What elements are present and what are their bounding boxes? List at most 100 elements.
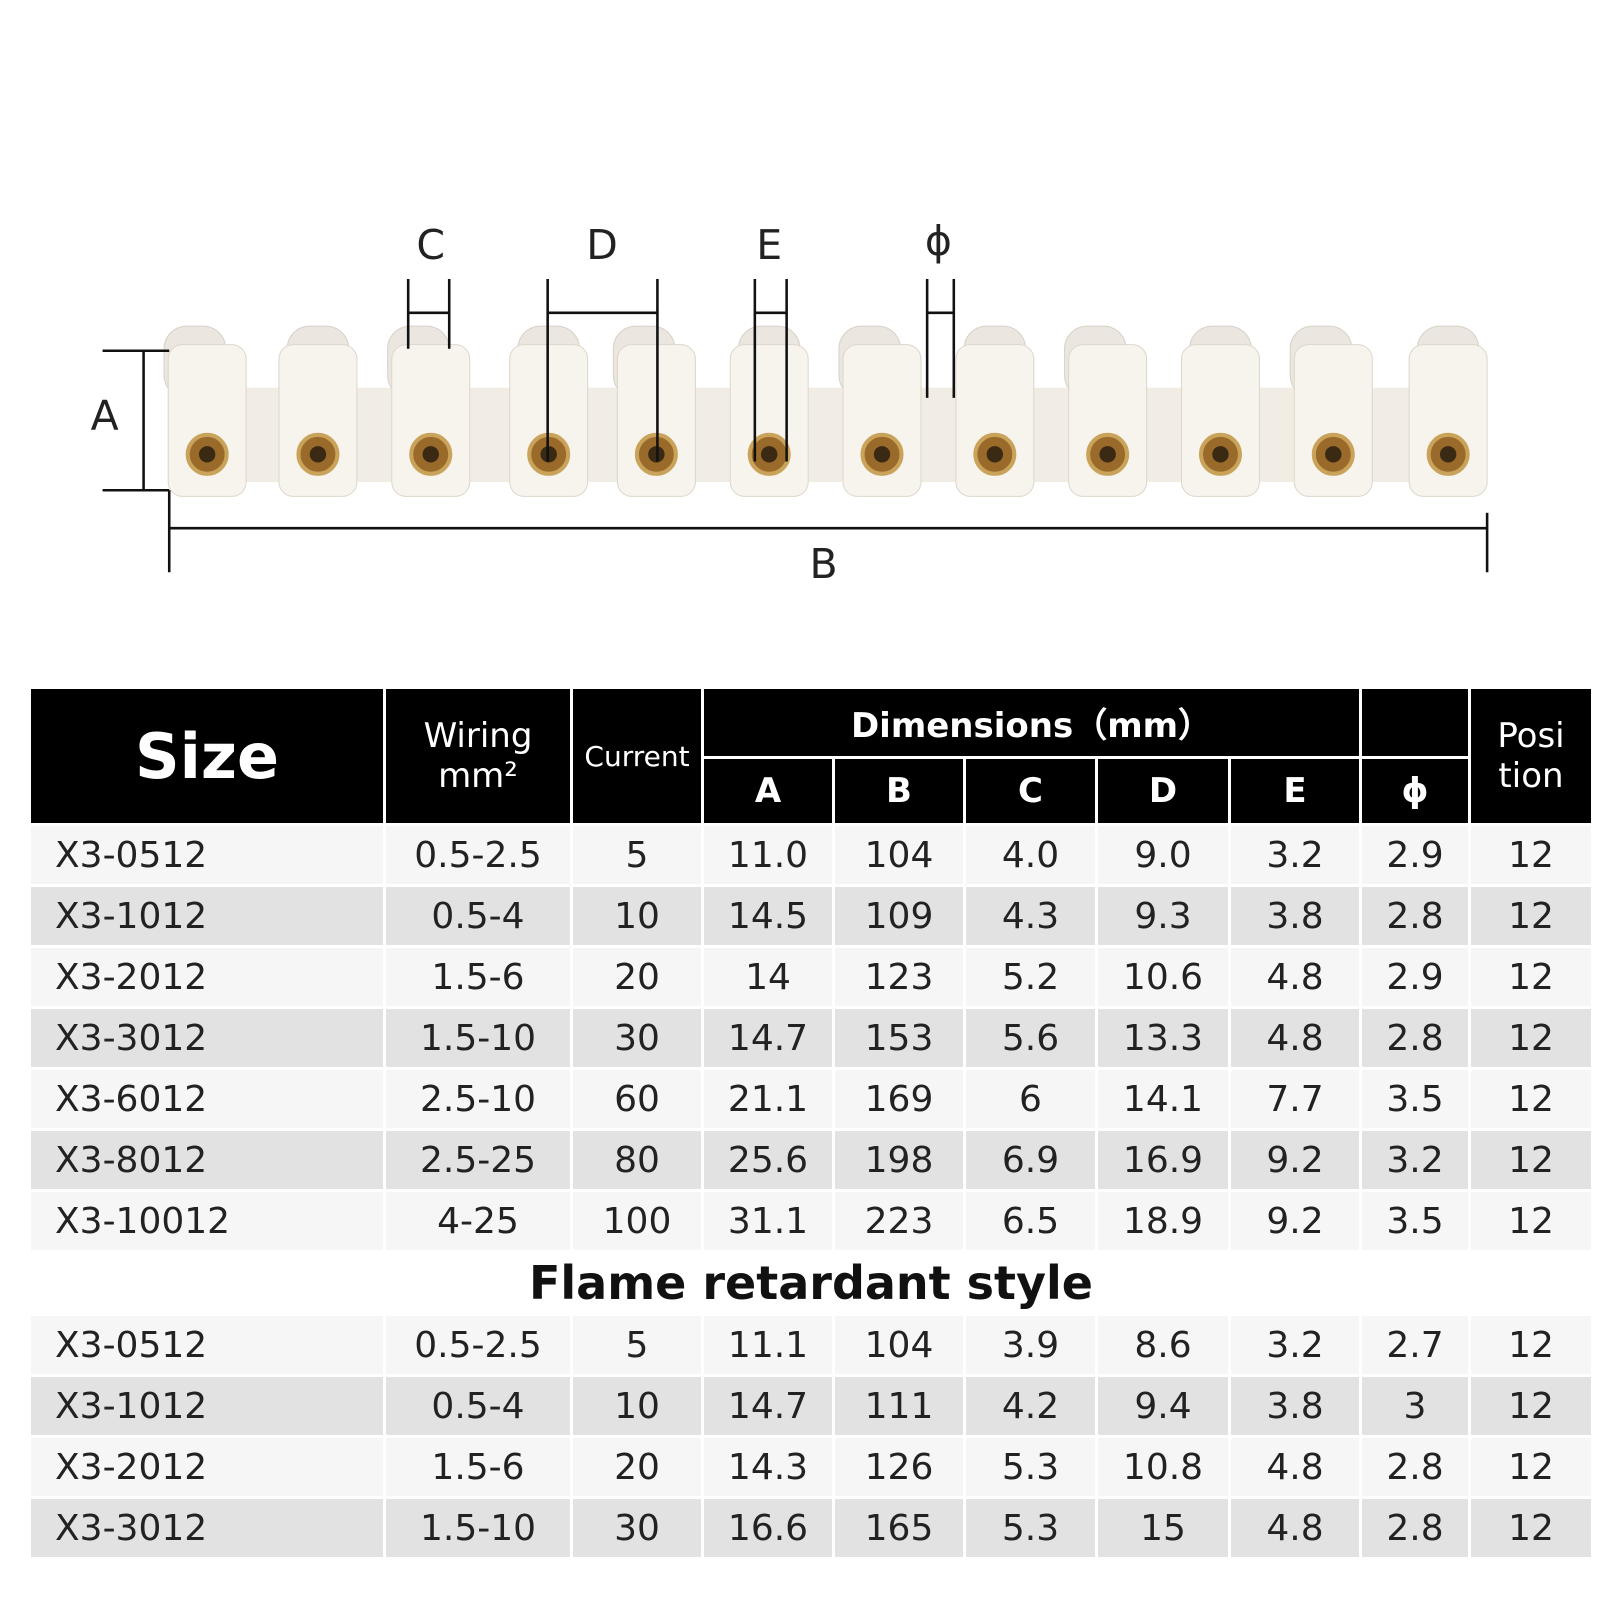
- screw-hole: [198, 446, 216, 463]
- table-cell: 6.5: [966, 1192, 1095, 1250]
- table-cell: 2.5-10: [386, 1070, 570, 1128]
- table-cell: 123: [835, 948, 963, 1006]
- table-row: X3-0512 0.5-2.5 5 11.1 104 3.9 8.6 3.2 2.7 12: [31, 1316, 1591, 1374]
- table-cell: 80: [573, 1131, 701, 1189]
- header-text: Posi: [1497, 716, 1565, 756]
- header-cell: C: [966, 759, 1095, 823]
- table-cell: 165: [835, 1499, 963, 1557]
- table-cell: X3-1012: [31, 1377, 383, 1435]
- table-cell: 9.3: [1098, 887, 1228, 945]
- header-cell: Size: [31, 689, 383, 823]
- table-cell: 0.5-2.5: [386, 826, 570, 884]
- dim-label: C: [416, 221, 445, 269]
- table-cell: 4.8: [1231, 1438, 1359, 1496]
- table-cell: 9.2: [1231, 1131, 1359, 1189]
- table-row: X3-8012 2.5-25 80 25.6 198 6.9 16.9 9.2 3.2 12: [31, 1131, 1591, 1189]
- table-cell: 12: [1471, 948, 1591, 1006]
- header-text: tion: [1498, 756, 1564, 796]
- table-cell: 9.2: [1231, 1192, 1359, 1250]
- table-cell: 3.5: [1362, 1192, 1468, 1250]
- terminal-diagram: A B C D E ϕ: [91, 217, 1489, 588]
- screw-hole: [986, 446, 1004, 463]
- table-row: X3-6012 2.5-10 60 21.1 169 6 14.1 7.7 3.5 12: [31, 1070, 1591, 1128]
- table-cell: 12: [1471, 826, 1591, 884]
- table-cell: 11.0: [704, 826, 832, 884]
- header-cell: A: [704, 759, 832, 823]
- screw-hole: [1212, 446, 1229, 463]
- table-row: X3-1012 0.5-4 10 14.7 111 4.2 9.4 3.8 3 12: [31, 1377, 1591, 1435]
- table-cell: X3-6012: [31, 1070, 383, 1128]
- table-row: X3-0512 0.5-2.5 5 11.0 104 4.0 9.0 3.2 2.9 12: [31, 826, 1591, 884]
- table-cell: X3-2012: [31, 1438, 383, 1496]
- header-cell: ϕ: [1362, 759, 1468, 823]
- table-cell: 5.2: [966, 948, 1095, 1006]
- table-cell: 12: [1471, 1316, 1591, 1374]
- table-row: X3-3012 1.5-10 30 16.6 165 5.3 15 4.8 2.8 12: [31, 1499, 1591, 1557]
- dimension-lines: [102, 278, 1489, 573]
- table-cell: 2.8: [1362, 1499, 1468, 1557]
- table-cell: 12: [1471, 887, 1591, 945]
- header-text: Wiring: [423, 716, 533, 756]
- table-cell: 12: [1471, 1070, 1591, 1128]
- table-cell: 14: [704, 948, 832, 1006]
- table-cell: 5.3: [966, 1438, 1095, 1496]
- header-cell: D: [1098, 759, 1228, 823]
- table-cell: 111: [835, 1377, 963, 1435]
- dim-label: D: [586, 221, 618, 269]
- section-row: Flame retardant style: [31, 1253, 1591, 1313]
- table-cell: 2.9: [1362, 948, 1468, 1006]
- screw-hole: [1099, 446, 1116, 463]
- table-cell: 2.9: [1362, 826, 1468, 884]
- dim-label: A: [91, 391, 119, 439]
- table-cell: 3.2: [1362, 1131, 1468, 1189]
- table-cell: 1.5-6: [386, 948, 570, 1006]
- table-cell: 4.2: [966, 1377, 1095, 1435]
- table-cell: 25.6: [704, 1131, 832, 1189]
- table-cell: 9.4: [1098, 1377, 1228, 1435]
- table-cell: 1.5-10: [386, 1499, 570, 1557]
- table-cell: 4.8: [1231, 1009, 1359, 1067]
- header-cell: Dimensions（mm）: [704, 689, 1359, 756]
- screw-hole: [873, 446, 891, 463]
- table-cell: 126: [835, 1438, 963, 1496]
- table-cell: 1.5-6: [386, 1438, 570, 1496]
- table-cell: 3.2: [1231, 1316, 1359, 1374]
- table-cell: 20: [573, 1438, 701, 1496]
- table-cell: 13.3: [1098, 1009, 1228, 1067]
- table-cell: 10.6: [1098, 948, 1228, 1006]
- header-cell: Posi tion: [1471, 689, 1591, 823]
- table-cell: 12: [1471, 1377, 1591, 1435]
- table-row: X3-10012 4-25 100 31.1 223 6.5 18.9 9.2 3.5 12: [31, 1192, 1591, 1250]
- table-cell: 6: [966, 1070, 1095, 1128]
- table-cell: 2.7: [1362, 1316, 1468, 1374]
- table-cell: X3-3012: [31, 1499, 383, 1557]
- section-title: Flame retardant style: [31, 1253, 1591, 1313]
- table-cell: 5.6: [966, 1009, 1095, 1067]
- table-cell: 11.1: [704, 1316, 832, 1374]
- table-cell: 31.1: [704, 1192, 832, 1250]
- table-cell: 4.8: [1231, 948, 1359, 1006]
- table-cell: 20: [573, 948, 701, 1006]
- table-cell: 3.9: [966, 1316, 1095, 1374]
- table-cell: 5.3: [966, 1499, 1095, 1557]
- table-cell: 1.5-10: [386, 1009, 570, 1067]
- table-cell: 3.8: [1231, 887, 1359, 945]
- table-row: X3-2012 1.5-6 20 14.3 126 5.3 10.8 4.8 2.8 12: [31, 1438, 1591, 1496]
- screw-hole: [1439, 446, 1457, 463]
- table-cell: X3-0512: [31, 1316, 383, 1374]
- table-cell: 12: [1471, 1009, 1591, 1067]
- table-cell: 198: [835, 1131, 963, 1189]
- header-text: mm²: [438, 756, 518, 796]
- terminals: [163, 325, 1488, 497]
- table-cell: X3-2012: [31, 948, 383, 1006]
- table-cell: 12: [1471, 1192, 1591, 1250]
- table-cell: X3-10012: [31, 1192, 383, 1250]
- table-cell: 60: [573, 1070, 701, 1128]
- table-cell: 14.1: [1098, 1070, 1228, 1128]
- strip-base: [169, 387, 1488, 483]
- table-cell: 100: [573, 1192, 701, 1250]
- table-cell: 223: [835, 1192, 963, 1250]
- table-cell: 5: [573, 1316, 701, 1374]
- table-cell: 5: [573, 826, 701, 884]
- table-cell: 2.8: [1362, 1009, 1468, 1067]
